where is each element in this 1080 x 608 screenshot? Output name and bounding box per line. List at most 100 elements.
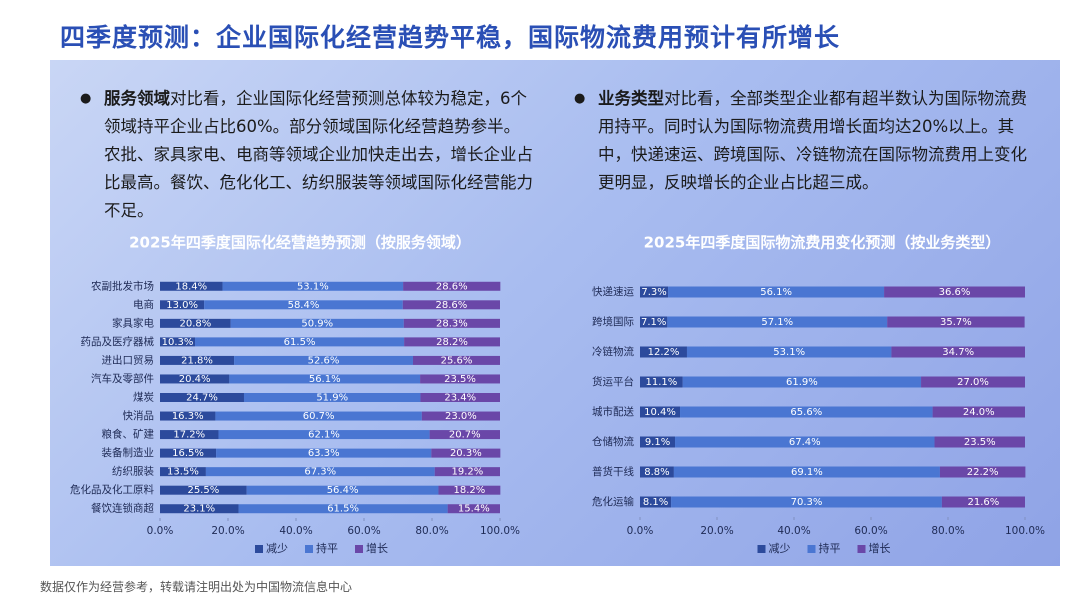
bar-segment <box>640 286 669 298</box>
bar-segment <box>216 448 432 458</box>
bar-segment <box>640 346 687 358</box>
value-label: 67.4% <box>789 437 821 448</box>
bar-segment <box>243 393 421 402</box>
bar-segment <box>939 466 1026 478</box>
y-tick-label: 快递速运 <box>592 285 634 298</box>
bar-segment <box>431 448 501 458</box>
y-tick-label: 煤炭 <box>133 391 154 404</box>
bar-segment <box>941 496 1025 508</box>
value-label: 9.1% <box>645 437 670 448</box>
chart-title: 2025年四季度国际化经营趋势预测（按服务领域） <box>129 234 471 252</box>
value-label: 20.7% <box>449 430 481 441</box>
value-label: 22.2% <box>967 467 999 478</box>
value-label: 56.4% <box>327 485 359 496</box>
bar-segment <box>934 436 1025 448</box>
value-label: 28.2% <box>436 337 468 348</box>
bar-segment <box>932 406 1025 418</box>
bar-segment <box>160 411 216 421</box>
value-label: 19.2% <box>451 467 483 478</box>
bar-segment <box>420 374 500 384</box>
y-tick-label: 仓储物流 <box>592 435 634 448</box>
bar-segment <box>686 346 892 358</box>
bar-segment <box>238 504 448 514</box>
y-tick-label: 家具家电 <box>112 316 154 329</box>
bar-segment <box>640 406 681 418</box>
x-tick-label: 60.0% <box>854 525 887 537</box>
value-label: 23.4% <box>444 393 476 404</box>
bar-segment <box>204 300 403 310</box>
y-tick-label: 快消品 <box>123 409 155 422</box>
bar-segment <box>160 430 219 440</box>
y-tick-label: 农副批发市场 <box>91 279 154 292</box>
bar-segment <box>229 374 421 384</box>
y-tick-label: 货运平台 <box>592 375 634 388</box>
bar-segment <box>640 496 672 508</box>
x-tick-label: 60.0% <box>347 525 380 537</box>
bar-segment <box>640 436 676 448</box>
chart-title: 2025年四季度国际物流费用变化预测（按业务类型） <box>644 234 1001 252</box>
bar-segment <box>215 411 422 421</box>
bar-segment <box>884 286 1025 298</box>
y-tick-label: 危化运输 <box>592 495 634 508</box>
footer-note: 数据仅作为经营参考，转载请注明出处为中国物流信息中心 <box>40 580 353 594</box>
bar-segment <box>402 300 500 310</box>
bar-segment <box>887 316 1025 328</box>
legend-swatch <box>807 545 816 553</box>
x-tick-label: 40.0% <box>279 525 312 537</box>
value-label: 58.4% <box>288 300 320 311</box>
legend-swatch <box>355 545 363 553</box>
bar-segment <box>205 467 435 477</box>
value-label: 52.6% <box>308 355 340 366</box>
bar-segment <box>921 376 1025 388</box>
bar-segment <box>667 316 888 328</box>
legend-swatch <box>857 545 866 553</box>
bar-segment <box>195 337 405 347</box>
bar-segment <box>434 467 500 477</box>
bar-segment <box>160 393 244 402</box>
legend-label: 持平 <box>316 541 338 555</box>
value-label: 23.5% <box>444 374 476 385</box>
value-label: 70.3% <box>791 497 823 508</box>
x-tick-label: 100.0% <box>1005 525 1045 537</box>
value-label: 25.6% <box>441 355 473 366</box>
bar-segment <box>403 318 500 328</box>
value-label: 23.1% <box>183 504 215 515</box>
value-label: 17.2% <box>173 430 205 441</box>
bar-segment <box>640 466 674 478</box>
value-label: 67.3% <box>304 467 336 478</box>
y-tick-label: 汽车及零部件 <box>91 372 154 385</box>
value-label: 28.3% <box>436 318 468 329</box>
value-label: 10.4% <box>644 407 676 418</box>
value-label: 25.5% <box>187 485 219 496</box>
bar-segment <box>891 346 1025 358</box>
value-label: 12.2% <box>648 347 680 358</box>
value-label: 15.4% <box>458 504 490 515</box>
bar-segment <box>412 355 500 365</box>
y-tick-label: 药品及医疗器械 <box>81 335 155 348</box>
bar-segment <box>673 466 940 478</box>
bar-segment <box>234 355 413 365</box>
bar-segment <box>640 316 668 328</box>
value-label: 7.3% <box>641 287 666 298</box>
value-label: 60.7% <box>303 411 335 422</box>
value-label: 61.9% <box>786 377 818 388</box>
bar-segment <box>160 485 247 495</box>
value-label: 61.5% <box>327 504 359 515</box>
value-label: 53.1% <box>773 347 805 358</box>
legend-label: 持平 <box>819 541 841 555</box>
bullet-text: 对比看，全部类型企业都有超半数认为国际物流费用持平。同时认为国际物流费用增长面均… <box>598 89 1027 192</box>
value-label: 21.6% <box>968 497 1000 508</box>
value-label: 34.7% <box>942 347 974 358</box>
value-label: 35.7% <box>940 317 972 328</box>
value-label: 57.1% <box>761 317 793 328</box>
value-label: 20.4% <box>179 374 211 385</box>
bar-segment <box>668 286 885 298</box>
value-label: 63.3% <box>308 448 340 459</box>
value-label: 13.0% <box>166 300 198 311</box>
bar-segment <box>218 430 430 440</box>
legend-label: 减少 <box>769 542 791 555</box>
bullet: 业务类型对比看，全部类型企业都有超半数认为国际物流费用持平。同时认为国际物流费用… <box>574 85 1038 197</box>
value-label: 56.1% <box>760 287 792 298</box>
